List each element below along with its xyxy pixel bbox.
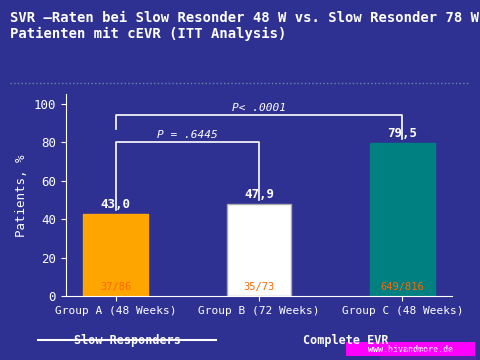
Text: Slow Responders: Slow Responders bbox=[74, 334, 180, 347]
Text: Complete EVR: Complete EVR bbox=[303, 334, 388, 347]
Bar bbox=[370, 143, 435, 297]
Y-axis label: Patients, %: Patients, % bbox=[15, 154, 28, 237]
Text: www.hivandmore.de: www.hivandmore.de bbox=[385, 347, 470, 356]
Bar bbox=[227, 204, 291, 297]
Text: P = .6445: P = .6445 bbox=[157, 130, 217, 140]
Text: 79,5: 79,5 bbox=[387, 127, 418, 140]
Text: 47,9: 47,9 bbox=[244, 188, 274, 201]
Text: 649/816: 649/816 bbox=[381, 282, 424, 292]
Text: www.hivandmore.de: www.hivandmore.de bbox=[368, 345, 453, 354]
Text: SVR –Raten bei Slow Resonder 48 W vs. Slow Resonder 78 W vs.
Patienten mit cEVR : SVR –Raten bei Slow Resonder 48 W vs. Sl… bbox=[10, 11, 480, 41]
Text: 37/86: 37/86 bbox=[100, 282, 131, 292]
Bar bbox=[84, 213, 148, 297]
Text: P< .0001: P< .0001 bbox=[232, 103, 286, 113]
Text: 43,0: 43,0 bbox=[101, 198, 131, 211]
Text: 35/73: 35/73 bbox=[243, 282, 275, 292]
